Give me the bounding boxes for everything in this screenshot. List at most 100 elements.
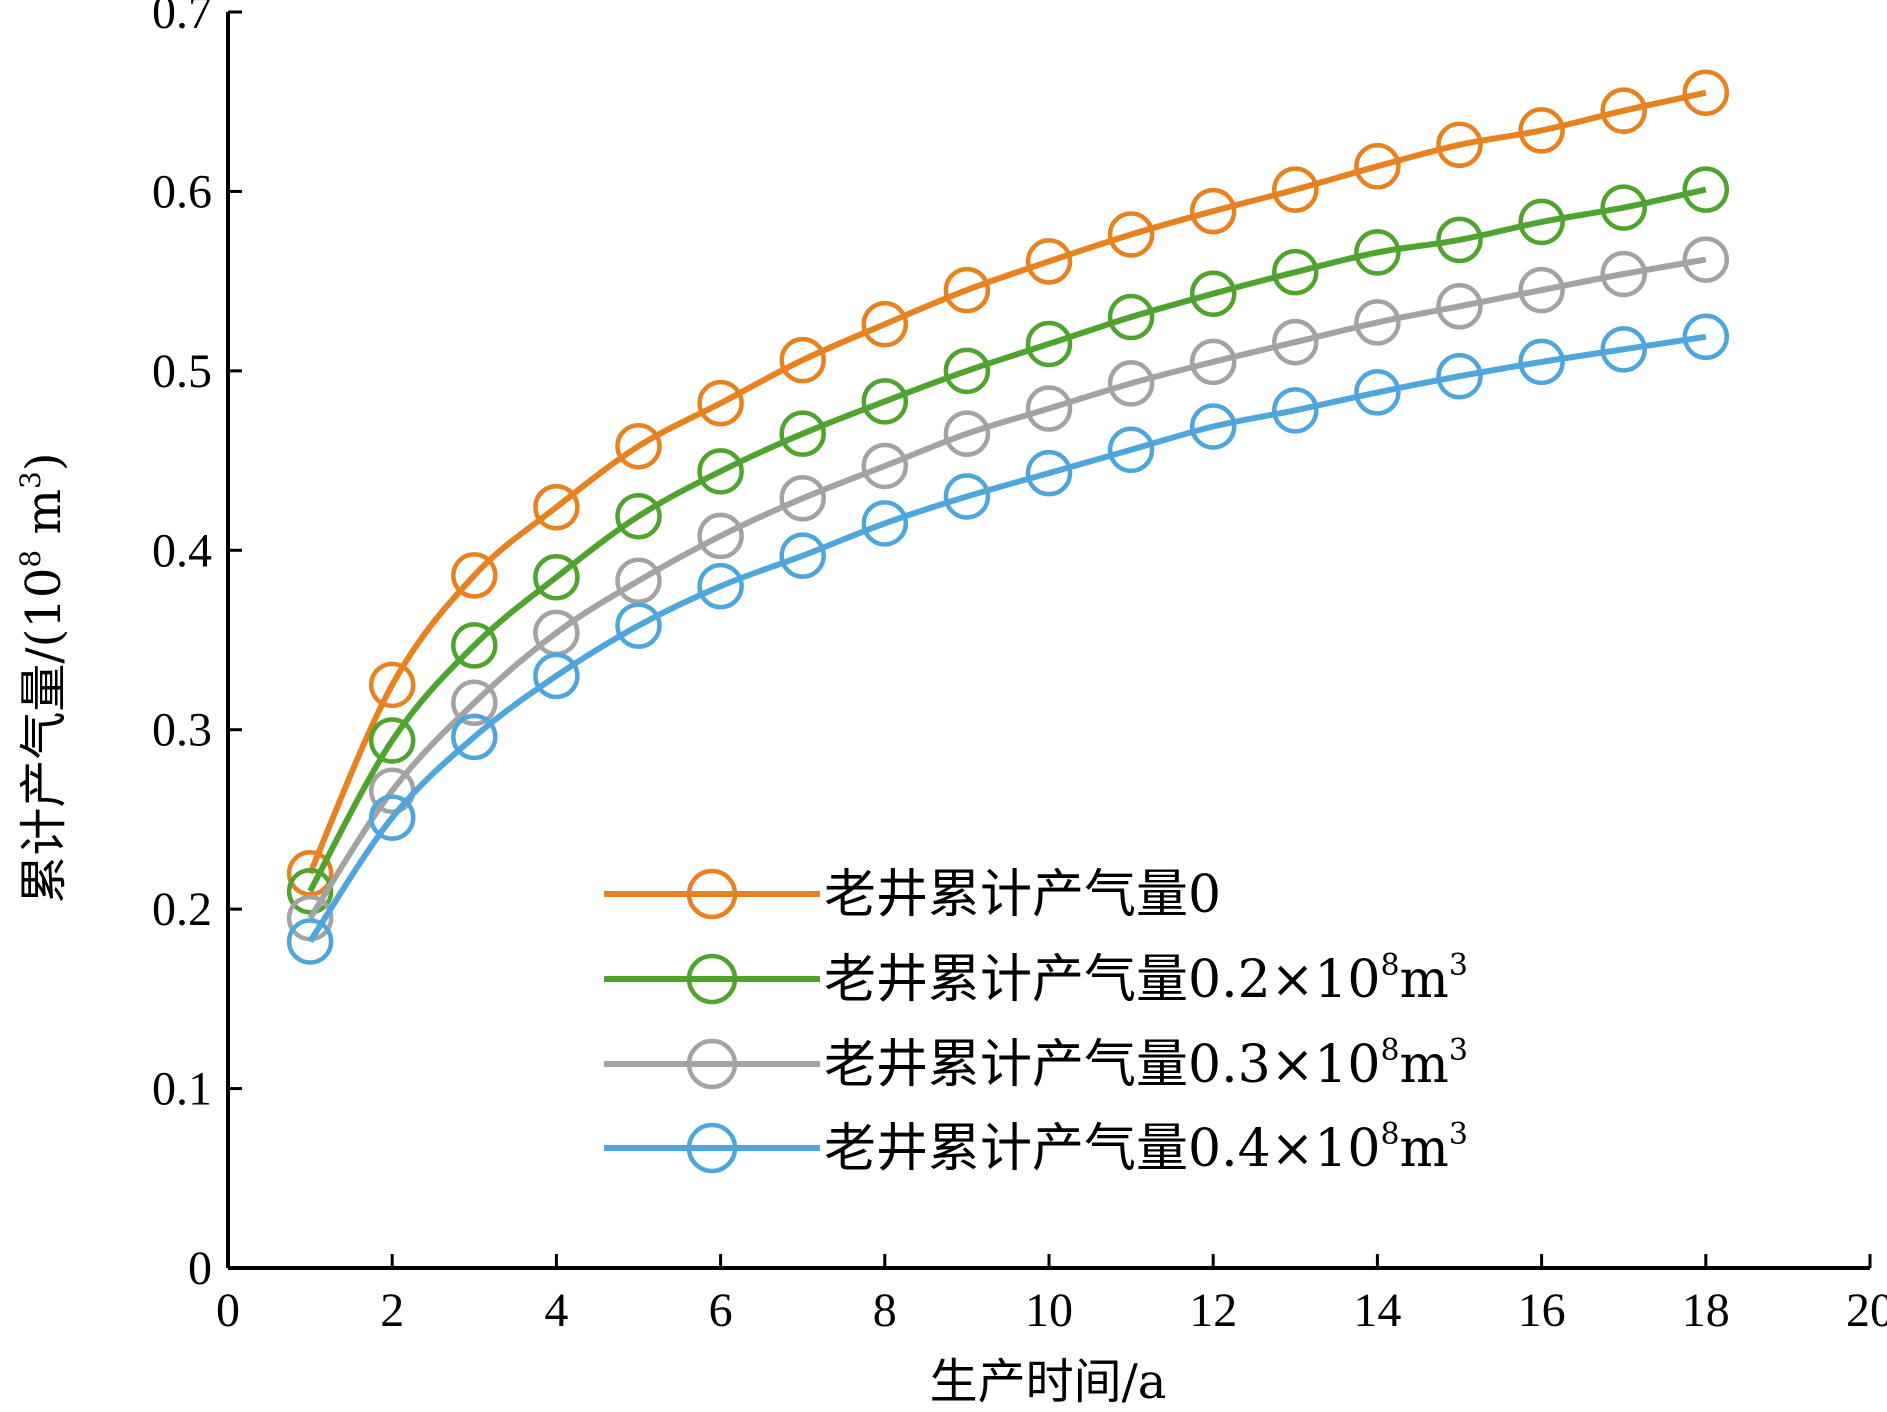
data-point-marker [1272, 318, 1319, 366]
y-tick-label: 0.6 [152, 165, 212, 218]
data-point-marker [861, 300, 909, 348]
data-point-marker [861, 378, 909, 425]
data-point-marker [1025, 449, 1073, 497]
data-point-marker [615, 602, 662, 649]
legend-label: 老井累计产气量0 [824, 865, 1221, 925]
data-point-marker [1682, 313, 1730, 361]
data-point-marker [1436, 121, 1483, 169]
data-point-marker [1600, 326, 1647, 373]
data-point-marker [533, 553, 580, 601]
data-point-marker [1600, 87, 1647, 134]
x-tick-label: 10 [1025, 1284, 1073, 1337]
data-point-marker [286, 850, 334, 897]
x-tick-label: 20 [1846, 1284, 1887, 1337]
data-point-marker [1107, 360, 1155, 407]
data-point-marker [533, 483, 580, 531]
data-point-marker [779, 532, 826, 579]
y-axis-title-superscript-2: 3 [14, 471, 47, 489]
data-point-marker [1518, 198, 1565, 246]
data-point-marker [1189, 187, 1237, 235]
data-point-marker [451, 679, 498, 727]
data-point-marker [779, 410, 826, 457]
series-1 [286, 69, 1730, 897]
data-point-marker [1354, 369, 1401, 416]
data-point-marker [943, 347, 991, 395]
legend-label-unit: m [1400, 950, 1449, 1010]
legend-item-2: 老井累计产气量0.2×108m3 [604, 948, 1468, 1010]
x-tick-label: 18 [1682, 1284, 1730, 1337]
data-point-marker [1354, 299, 1401, 346]
legend-item-4: 老井累计产气量0.4×108m3 [604, 1117, 1468, 1179]
data-point-marker [1354, 143, 1401, 190]
legend-label-superscript: 8 [1380, 948, 1399, 983]
data-point-marker [286, 918, 334, 965]
x-axis-ticks: 0 2 4 6 8 10 12 14 16 18 20 [216, 1254, 1887, 1337]
x-tick-label: 14 [1353, 1284, 1401, 1337]
legend-label-text: 老井累计产气量0 [824, 865, 1221, 925]
data-point-marker [697, 379, 744, 427]
data-point-marker [779, 336, 826, 384]
data-point-marker [451, 713, 498, 761]
data-point-marker [1025, 238, 1073, 285]
x-tick-label: 4 [544, 1284, 568, 1337]
data-point-marker [943, 473, 991, 520]
legend-label: 老井累计产气量0.4×108m3 [824, 1117, 1468, 1179]
legend-label-superscript-2: 3 [1449, 1117, 1468, 1152]
data-point-marker [1436, 283, 1483, 330]
legend-marker [686, 868, 738, 920]
data-point-marker [779, 475, 826, 522]
legend-label-superscript-2: 3 [1449, 1033, 1468, 1068]
data-point-marker [1436, 216, 1483, 264]
data-point-marker [1189, 338, 1237, 386]
series-line [307, 333, 1707, 944]
y-tick-label: 0.1 [152, 1063, 212, 1116]
data-point-marker [533, 652, 580, 700]
data-point-marker [286, 867, 334, 915]
legend-label-text: 老井累计产气量0.2×10 [824, 950, 1380, 1010]
series-line [307, 186, 1707, 893]
y-tick-label: 0.5 [152, 345, 212, 398]
x-tick-label: 2 [380, 1284, 404, 1337]
legend-item-3: 老井累计产气量0.3×108m3 [604, 1033, 1468, 1095]
y-tick-label: 0.4 [152, 524, 212, 577]
data-point-marker [1436, 352, 1483, 400]
data-point-marker [1272, 166, 1319, 213]
series-line [307, 89, 1707, 875]
legend-label-superscript: 8 [1380, 1033, 1399, 1068]
data-point-marker [615, 557, 662, 605]
data-point-marker [451, 622, 498, 669]
y-axis-title-text: 累计产气量/(10 [16, 568, 72, 904]
legend-label-text: 老井累计产气量0.4×10 [824, 1119, 1380, 1179]
data-point-marker [1272, 387, 1319, 434]
legend-marker [686, 1038, 738, 1090]
data-point-marker [368, 717, 416, 764]
data-point-marker [1189, 270, 1237, 317]
data-point-marker [451, 552, 498, 599]
y-tick-label: 0.2 [152, 883, 212, 936]
data-point-marker [861, 442, 909, 490]
y-axis-title-unit: m [16, 489, 72, 550]
legend-item-1: 老井累计产气量0 [604, 865, 1221, 925]
data-point-marker [697, 512, 744, 560]
data-point-marker [368, 794, 416, 841]
data-point-marker [1682, 166, 1730, 213]
data-point-marker [1600, 250, 1647, 298]
legend-label-text: 老井累计产气量0.3×10 [824, 1035, 1380, 1095]
legend-label: 老井累计产气量0.2×108m3 [824, 948, 1468, 1010]
legend-label: 老井累计产气量0.3×108m3 [824, 1033, 1468, 1095]
data-point-marker [697, 448, 744, 495]
y-tick-label: 0 [188, 1242, 212, 1295]
series-4 [286, 313, 1730, 965]
x-axis-title: 生产时间/a [930, 1354, 1167, 1410]
data-point-marker [1107, 293, 1155, 341]
data-point-marker [1272, 248, 1319, 296]
series-3 [286, 236, 1730, 942]
series-2 [286, 166, 1730, 915]
data-point-marker [1025, 320, 1073, 368]
x-tick-label: 8 [873, 1284, 897, 1337]
data-point-marker [943, 410, 991, 457]
x-tick-label: 12 [1189, 1284, 1237, 1337]
x-tick-label: 16 [1518, 1284, 1566, 1337]
y-axis-ticks: 0 0.1 0.2 0.3 0.4 0.5 0.6 0.7 [152, 0, 242, 1295]
